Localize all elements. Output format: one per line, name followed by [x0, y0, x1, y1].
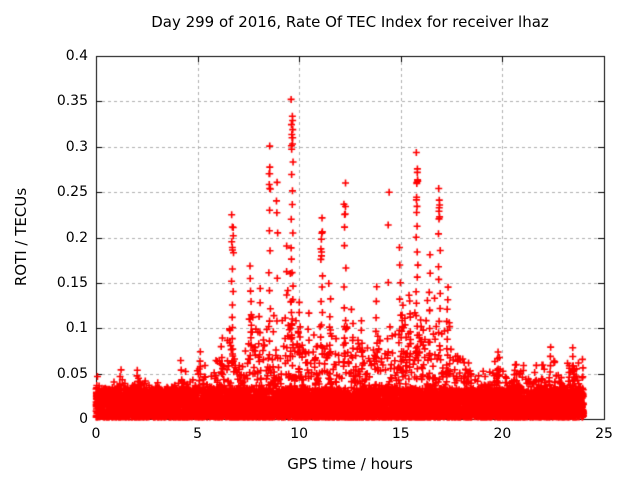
y-axis-label: ROTI / TECUs — [12, 187, 30, 287]
y-tick-label: 0.15 — [56, 274, 88, 291]
x-axis-label: GPS time / hours — [287, 455, 413, 473]
x-tick-label: 25 — [595, 426, 613, 442]
y-tick-label: 0.35 — [56, 93, 88, 110]
y-tick-label: 0.25 — [56, 184, 88, 201]
x-tick-label: 10 — [290, 426, 309, 442]
x-tick-label: 0 — [91, 426, 101, 442]
x-tick-label: 5 — [193, 426, 203, 442]
chart-title: Day 299 of 2016, Rate Of TEC Index for r… — [151, 13, 549, 31]
x-tick-label: 20 — [493, 426, 512, 442]
x-tick-label: 15 — [391, 426, 410, 442]
y-tick-label: 0 — [79, 411, 88, 427]
y-tick-label: 0.3 — [65, 138, 88, 155]
y-tick-label: 0.1 — [65, 320, 88, 337]
y-tick-label: 0.05 — [56, 365, 88, 382]
y-tick-label: 0.2 — [65, 229, 88, 246]
y-tick-label: 0.4 — [65, 48, 88, 64]
